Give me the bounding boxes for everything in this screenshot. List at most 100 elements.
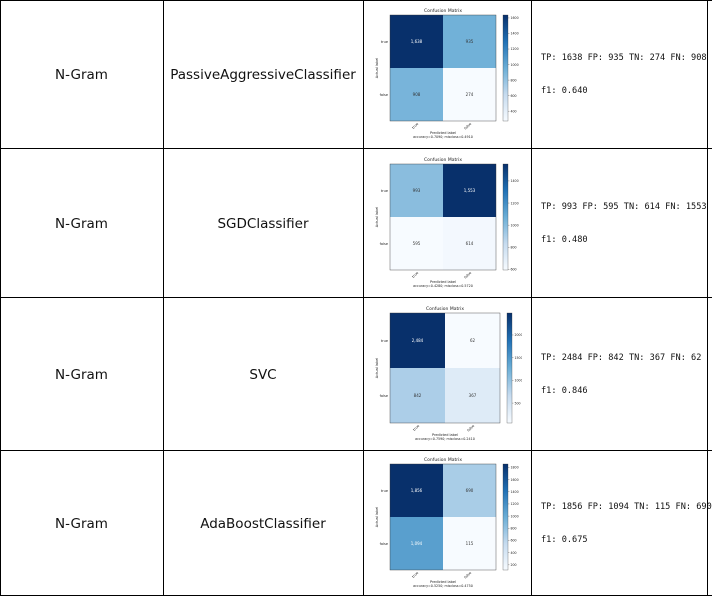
- y-tick-false: false: [380, 394, 388, 398]
- metrics-cell: TP: 1638 FP: 935 TN: 274 FN: 908 f1: 0.6…: [531, 1, 707, 149]
- colorbar-tick-label: 600: [511, 538, 517, 542]
- confusion-matrix-chart: Confusion Matrix 2,484 62 842 367 true false Ac…: [375, 306, 523, 441]
- y-axis-label: Actual label: [375, 357, 379, 378]
- colorbar-tick-label: 1000: [511, 514, 519, 518]
- confusion-matrix-chart: Confusion Matrix 1,638 935 908 274 true false A…: [375, 8, 519, 139]
- colorbar-tick-label: 800: [511, 526, 517, 530]
- colorbar-tick-label: 1800: [511, 465, 519, 469]
- matrix-cell-label: 367: [469, 393, 477, 398]
- table-row: N-Gram SGDClassifier Confusion Matrix 993…: [0, 148, 712, 298]
- colorbar-tick-label: 1200: [511, 502, 519, 506]
- confusion-matrix-cell: Confusion Matrix 993 1,553 595 614 true false A…: [363, 149, 531, 298]
- matrix-cell-label: 1,553: [464, 188, 476, 193]
- accuracy-label: accuracy=0.7590; misclass=0.2410: [415, 437, 475, 441]
- matrix-cell-label: 993: [413, 188, 421, 193]
- chart-title: Confusion Matrix: [424, 8, 462, 14]
- matrix-cell-label: 690: [466, 488, 474, 493]
- x-tick-false: false: [463, 270, 472, 279]
- column-divider: [363, 0, 364, 596]
- y-tick-true: true: [381, 339, 388, 343]
- colorbar-tick-label: 1400: [511, 489, 519, 493]
- matrix-cell: [390, 68, 443, 121]
- x-tick-false: false: [466, 423, 475, 432]
- colorbar-tick-label: 1500: [515, 355, 523, 359]
- colorbar-tick-label: 1000: [511, 63, 519, 67]
- matrix-cell-label: 908: [413, 92, 421, 97]
- matrix-cell: [443, 68, 496, 121]
- classifier-cell: SGDClassifier: [217, 215, 309, 232]
- accuracy-label: accuracy=0.7090; misclass=0.4910: [413, 135, 473, 139]
- metrics-counts: TP: 2484 FP: 842 TN: 367 FN: 62: [541, 352, 702, 363]
- x-tick-true: true: [412, 423, 420, 431]
- matrix-cell-label: 1,856: [411, 488, 423, 493]
- matrix-cell-label: 614: [466, 241, 474, 246]
- colorbar: [502, 163, 509, 270]
- confusion-matrix-chart: Confusion Matrix 993 1,553 595 614 true false A…: [375, 157, 519, 288]
- matrix-cell: [445, 367, 500, 423]
- y-tick-false: false: [380, 542, 388, 546]
- x-tick-true: true: [411, 570, 419, 578]
- x-axis-label: Predicted label: [432, 433, 458, 437]
- y-tick-true: true: [381, 489, 388, 493]
- matrix-cell: [445, 312, 500, 368]
- metrics-f1: f1: 0.846: [541, 385, 588, 396]
- matrix-cell-label: 115: [466, 541, 474, 546]
- matrix-cell-label: 842: [414, 393, 422, 398]
- y-tick-true: true: [381, 189, 388, 193]
- y-axis-label: Actual label: [375, 206, 379, 227]
- chart-title: Confusion Matrix: [424, 457, 462, 463]
- matrix-cell-label: 935: [466, 39, 474, 44]
- matrix-cell: [390, 312, 445, 368]
- feature-cell: N-Gram: [55, 366, 108, 383]
- y-tick-false: false: [380, 242, 388, 246]
- matrix-cell-label: 1,094: [411, 541, 423, 546]
- classifier-cell: AdaBoostClassifier: [200, 515, 326, 532]
- matrix-cell-label: 2,484: [412, 338, 424, 343]
- column-divider: [163, 0, 164, 596]
- colorbar-tick-label: 1000: [511, 223, 519, 227]
- colorbar-tick-label: 600: [511, 267, 517, 271]
- colorbar-tick-label: 1400: [511, 179, 519, 183]
- confusion-matrix-cell: Confusion Matrix 2,484 62 842 367 true false Ac…: [363, 298, 531, 451]
- matrix-cell: [443, 516, 496, 570]
- colorbar-tick-label: 1600: [511, 16, 519, 20]
- accuracy-label: accuracy=0.4280; misclass=0.5720: [413, 284, 473, 288]
- table-row: N-Gram PassiveAggressiveClassifier Confu…: [0, 0, 712, 149]
- accuracy-label: accuracy=0.5250; misclass=0.4750: [413, 584, 473, 588]
- metrics-f1: f1: 0.480: [541, 234, 588, 245]
- colorbar-tick-label: 800: [511, 245, 517, 249]
- matrix-frame: [389, 463, 497, 570]
- matrix-frame: [389, 14, 497, 122]
- confusion-matrix-cell: Confusion Matrix 1,856 690 1,094 115 true fals…: [363, 451, 531, 596]
- x-tick-true: true: [411, 122, 419, 130]
- matrix-frame: [389, 163, 497, 270]
- matrix-cell: [390, 463, 443, 517]
- matrix-cell: [390, 367, 445, 423]
- colorbar-tick-label: 1600: [511, 477, 519, 481]
- chart-title: Confusion Matrix: [424, 157, 462, 163]
- matrix-cell: [443, 163, 496, 217]
- matrix-cell-label: 62: [470, 338, 476, 343]
- column-divider: [707, 0, 708, 596]
- x-axis-label: Predicted label: [430, 131, 456, 135]
- classifier-cell: PassiveAggressiveClassifier: [170, 67, 356, 83]
- matrix-cell: [443, 15, 496, 68]
- x-tick-true: true: [411, 270, 419, 278]
- column-divider: [0, 0, 1, 596]
- colorbar-tick-label: 1000: [515, 378, 523, 382]
- x-axis-label: Predicted label: [430, 580, 456, 584]
- colorbar-tick-label: 1400: [511, 32, 519, 36]
- colorbar-tick-label: 800: [511, 78, 517, 82]
- metrics-counts: TP: 1856 FP: 1094 TN: 115 FN: 690: [541, 501, 712, 512]
- y-tick-false: false: [380, 93, 388, 97]
- metrics-counts: TP: 1638 FP: 935 TN: 274 FN: 908: [541, 53, 707, 63]
- table-row: N-Gram SVC Confusion Matrix 2,484 62 842 367…: [0, 297, 712, 451]
- x-tick-false: false: [463, 570, 472, 579]
- colorbar: [502, 14, 509, 122]
- matrix-cell: [390, 216, 443, 270]
- matrix-cell: [443, 463, 496, 517]
- colorbar-tick-label: 500: [515, 401, 521, 405]
- y-tick-true: true: [381, 40, 388, 44]
- colorbar-tick-label: 400: [511, 109, 517, 113]
- matrix-cell: [443, 216, 496, 270]
